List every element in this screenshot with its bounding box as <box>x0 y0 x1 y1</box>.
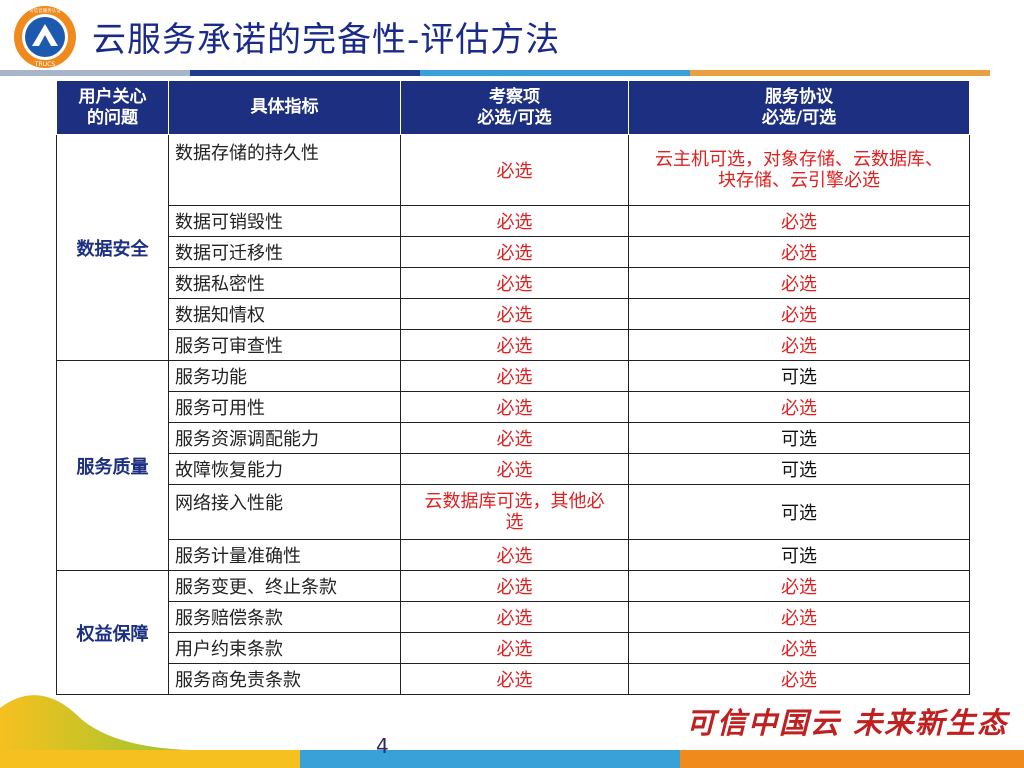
table-row: 数据可销毁性 必选 必选 <box>57 205 970 237</box>
logo-ring-text: 可信云服务认证 <box>29 7 61 14</box>
category-data-security: 数据安全 <box>56 134 169 361</box>
table-row: 服务赔偿条款 必选 必选 <box>57 601 970 633</box>
table-row: 服务计量准确性 必选 可选 <box>57 539 970 571</box>
agreement-cell: 可选 <box>628 422 970 454</box>
indicator-cell: 数据可迁移性 <box>168 236 401 268</box>
page-title: 云服务承诺的完备性-评估方法 <box>92 20 561 60</box>
indicator-cell: 服务赔偿条款 <box>168 601 401 633</box>
table-row: 用户约束条款 必选 必选 <box>57 632 970 664</box>
indicator-cell: 数据私密性 <box>168 267 401 299</box>
review-cell: 必选 <box>400 360 629 392</box>
category-rights-protection: 权益保障 <box>56 570 169 695</box>
header-stripe-orange <box>690 70 990 76</box>
indicator-cell: 服务商免责条款 <box>168 663 401 695</box>
category-service-quality: 服务质量 <box>56 360 169 571</box>
review-cell: 必选 <box>400 539 629 571</box>
review-cell: 云数据库可选，其他必 选 <box>400 484 629 540</box>
indicator-cell: 服务可审查性 <box>168 329 401 361</box>
review-cell: 必选 <box>400 298 629 330</box>
table-row: 服务质量 服务功能 必选 可选 <box>56 360 970 571</box>
indicator-cell: 数据知情权 <box>168 298 401 330</box>
table-row: 网络接入性能 云数据库可选，其他必 选 可选 <box>57 484 970 540</box>
table-row: 服务可审查性 必选 必选 <box>57 329 970 361</box>
header-agreement-line1: 服务协议 <box>765 86 833 107</box>
page-number: 4 <box>376 734 389 758</box>
agreement-line2: 块存储、云引擎必选 <box>718 170 880 191</box>
review-line2: 选 <box>505 512 524 533</box>
header-stripe-navy <box>190 70 420 76</box>
slogan-text: 可信中国云 未来新生态 <box>686 706 1009 740</box>
indicator-cell: 服务计量准确性 <box>168 539 401 571</box>
agreement-cell: 云主机可选，对象存储、云数据库、 块存储、云引擎必选 <box>628 134 970 206</box>
agreement-cell: 必选 <box>628 236 970 268</box>
indicator-cell: 数据存储的持久性 <box>168 134 401 206</box>
header-stripe-blue <box>420 70 690 76</box>
review-line1: 云数据库可选，其他必 <box>424 491 605 512</box>
header-indicator: 具体指标 <box>168 80 401 135</box>
review-cell: 必选 <box>400 329 629 361</box>
review-cell: 必选 <box>400 422 629 454</box>
header-review-line2: 必选/可选 <box>477 107 552 128</box>
agreement-cell: 必选 <box>628 570 970 602</box>
table-row: 服务商免责条款 必选 必选 <box>57 663 970 695</box>
agreement-cell: 可选 <box>628 539 970 571</box>
trucs-logo: TRUCS 可信云服务认证 <box>14 6 76 68</box>
header-review-item: 考察项 必选/可选 <box>400 80 629 135</box>
review-cell: 必选 <box>400 601 629 633</box>
indicator-cell: 服务变更、终止条款 <box>168 570 401 602</box>
agreement-cell: 必选 <box>628 205 970 237</box>
header-review-line1: 考察项 <box>489 86 540 107</box>
table-row: 权益保障 服务变更、终止条款 必选 必选 <box>56 570 970 695</box>
indicator-cell: 服务可用性 <box>168 391 401 423</box>
header-user-concern-line2: 的问题 <box>87 107 138 128</box>
agreement-cell: 必选 <box>628 329 970 361</box>
review-cell: 必选 <box>400 236 629 268</box>
agreement-cell: 可选 <box>628 453 970 485</box>
header-agreement-line2: 必选/可选 <box>761 107 837 128</box>
indicator-cell: 服务功能 <box>168 360 401 392</box>
agreement-cell: 必选 <box>628 601 970 633</box>
header-service-agreement: 服务协议 必选/可选 <box>628 80 970 135</box>
table-row: 数据私密性 必选 必选 <box>57 267 970 299</box>
table-row: 服务可用性 必选 必选 <box>57 391 970 423</box>
agreement-cell: 可选 <box>628 484 970 540</box>
review-cell: 必选 <box>400 267 629 299</box>
table-row: 数据安全 数据存储的持久性 必选 云主机可选，对象存储、云数据库、 块存储、云引… <box>56 134 970 361</box>
review-cell: 必选 <box>400 570 629 602</box>
review-cell: 必选 <box>400 453 629 485</box>
evaluation-table: 用户关心 的问题 具体指标 考察项 必选/可选 服务协议 必选/可选 数据安全 … <box>56 80 970 695</box>
indicator-cell: 用户约束条款 <box>168 632 401 664</box>
agreement-line1: 云主机可选，对象存储、云数据库、 <box>655 149 943 170</box>
table-header-row: 用户关心 的问题 具体指标 考察项 必选/可选 服务协议 必选/可选 <box>56 80 970 135</box>
agreement-cell: 必选 <box>628 267 970 299</box>
agreement-cell: 必选 <box>628 632 970 664</box>
header-stripe-gray <box>0 70 190 76</box>
review-cell: 必选 <box>400 205 629 237</box>
bottom-swoosh-decoration <box>0 695 1024 768</box>
agreement-cell: 必选 <box>628 391 970 423</box>
review-cell: 必选 <box>400 391 629 423</box>
agreement-cell: 必选 <box>628 298 970 330</box>
logo-emblem-text: TRUCS <box>34 61 55 68</box>
agreement-cell: 可选 <box>628 360 970 392</box>
indicator-cell: 网络接入性能 <box>168 484 401 540</box>
header-user-concern-line1: 用户关心 <box>78 86 147 107</box>
table-row: 数据可迁移性 必选 必选 <box>57 236 970 268</box>
indicator-cell: 故障恢复能力 <box>168 453 401 485</box>
header-user-concern: 用户关心 的问题 <box>56 80 169 135</box>
table-row: 数据知情权 必选 必选 <box>57 298 970 330</box>
table-row: 故障恢复能力 必选 可选 <box>57 453 970 485</box>
table-row: 服务资源调配能力 必选 可选 <box>57 422 970 454</box>
review-cell: 必选 <box>400 134 629 206</box>
indicator-cell: 服务资源调配能力 <box>168 422 401 454</box>
agreement-cell: 必选 <box>628 663 970 695</box>
review-cell: 必选 <box>400 663 629 695</box>
indicator-cell: 数据可销毁性 <box>168 205 401 237</box>
